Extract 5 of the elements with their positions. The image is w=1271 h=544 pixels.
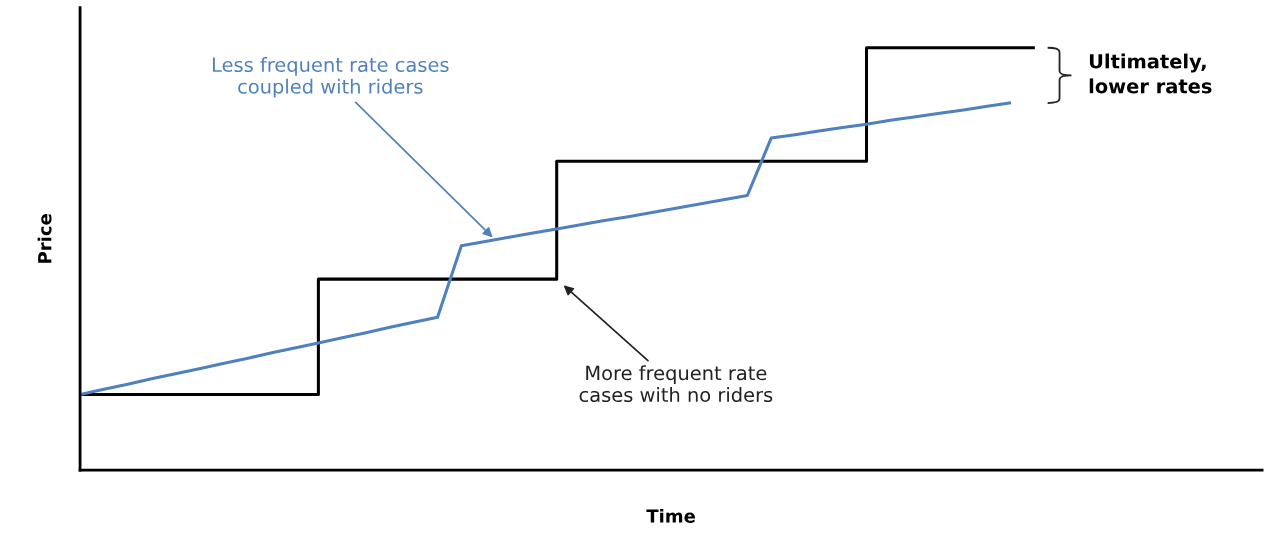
x-axis-title: Time bbox=[646, 508, 695, 523]
annotation: More frequent rate cases with no riders bbox=[579, 365, 773, 403]
annotation: Less frequent rate cases coupled with riders bbox=[212, 57, 449, 98]
y-axis-title: Price bbox=[37, 214, 52, 263]
text: Ultimately, lower rates bbox=[1089, 53, 1212, 94]
